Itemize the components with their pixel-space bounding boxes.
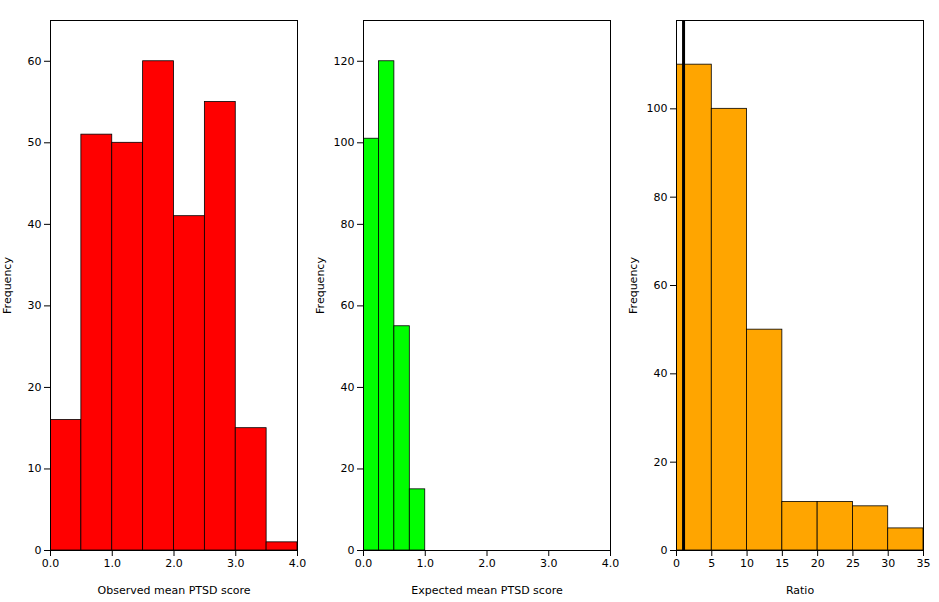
svg-text:40: 40 xyxy=(341,381,355,394)
svg-text:0: 0 xyxy=(661,544,668,557)
svg-text:2.0: 2.0 xyxy=(165,557,183,570)
svg-text:40: 40 xyxy=(654,367,668,380)
svg-text:Observed mean PTSD score: Observed mean PTSD score xyxy=(98,584,251,597)
svg-text:0: 0 xyxy=(35,544,42,557)
svg-text:Frequency: Frequency xyxy=(314,257,327,314)
svg-text:3.0: 3.0 xyxy=(540,557,558,570)
svg-text:0: 0 xyxy=(673,557,680,570)
svg-text:20: 20 xyxy=(811,557,825,570)
svg-text:20: 20 xyxy=(28,381,42,394)
svg-text:Frequency: Frequency xyxy=(627,257,640,314)
svg-text:20: 20 xyxy=(654,456,668,469)
svg-text:3.0: 3.0 xyxy=(227,557,245,570)
svg-text:0: 0 xyxy=(348,544,355,557)
svg-text:Expected mean PTSD score: Expected mean PTSD score xyxy=(411,584,563,597)
svg-text:10: 10 xyxy=(28,462,42,475)
svg-text:1.0: 1.0 xyxy=(417,557,435,570)
svg-text:Ratio: Ratio xyxy=(786,584,815,597)
svg-text:20: 20 xyxy=(341,462,355,475)
svg-text:4.0: 4.0 xyxy=(289,557,307,570)
svg-text:10: 10 xyxy=(740,557,754,570)
svg-text:30: 30 xyxy=(28,299,42,312)
svg-text:5: 5 xyxy=(708,557,715,570)
svg-text:15: 15 xyxy=(775,557,789,570)
svg-text:80: 80 xyxy=(341,218,355,231)
svg-text:4.0: 4.0 xyxy=(602,557,620,570)
svg-text:100: 100 xyxy=(647,102,668,115)
svg-text:60: 60 xyxy=(28,55,42,68)
svg-text:0.0: 0.0 xyxy=(42,557,60,570)
svg-text:1.0: 1.0 xyxy=(104,557,122,570)
svg-text:60: 60 xyxy=(341,299,355,312)
svg-text:80: 80 xyxy=(654,191,668,204)
svg-text:120: 120 xyxy=(334,55,355,68)
svg-text:35: 35 xyxy=(917,557,931,570)
svg-text:40: 40 xyxy=(28,218,42,231)
svg-text:50: 50 xyxy=(28,136,42,149)
svg-text:Frequency: Frequency xyxy=(1,257,14,314)
svg-text:2.0: 2.0 xyxy=(478,557,496,570)
svg-text:0.0: 0.0 xyxy=(355,557,373,570)
svg-text:60: 60 xyxy=(654,279,668,292)
svg-text:100: 100 xyxy=(334,136,355,149)
svg-text:30: 30 xyxy=(881,557,895,570)
svg-text:25: 25 xyxy=(846,557,860,570)
